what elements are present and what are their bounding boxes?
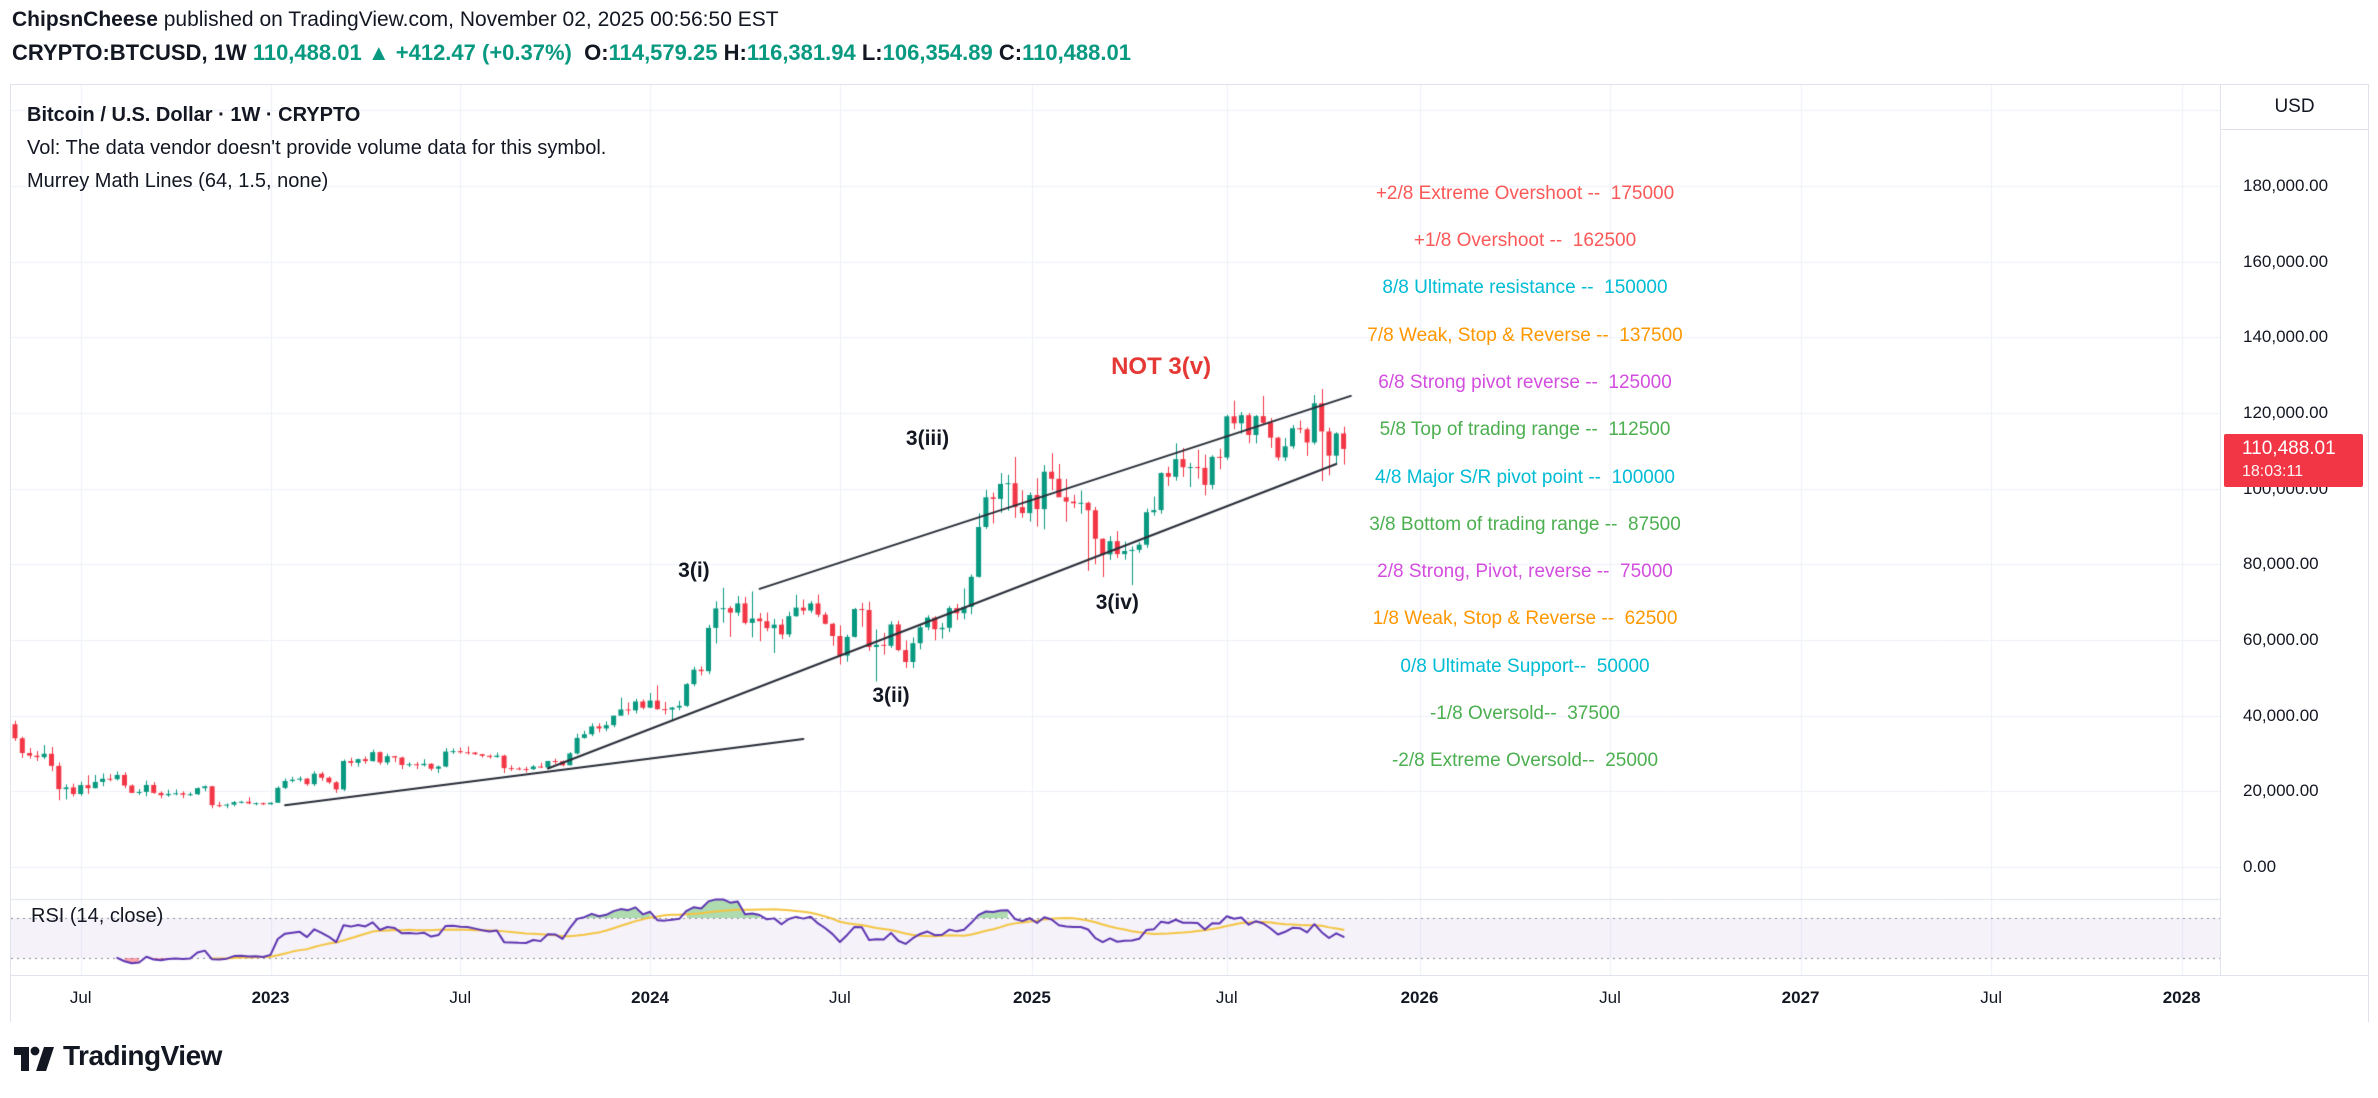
wave-annotation[interactable]: 3(iii)	[905, 427, 950, 451]
murrey-level-label: 6/8 Strong pivot reverse -- 125000	[1378, 372, 1672, 394]
time-axis-label: Jul	[449, 988, 472, 1007]
wave-annotation[interactable]: 3(ii)	[872, 683, 910, 707]
price-axis-label: 60,000.00	[2243, 629, 2319, 649]
price-chart-canvas[interactable]	[11, 85, 2220, 975]
murrey-level-label: +2/8 Extreme Overshoot -- 175000	[1375, 182, 1675, 204]
murrey-level-label: 7/8 Weak, Stop & Reverse -- 137500	[1367, 324, 1683, 346]
murrey-level-label: 0/8 Ultimate Support-- 50000	[1400, 655, 1650, 677]
time-axis-label: 2025	[1012, 988, 1051, 1007]
time-axis-label: 2028	[2162, 988, 2201, 1007]
change-arrow-icon: ▲	[367, 40, 390, 65]
murrey-level-label: 3/8 Bottom of trading range -- 87500	[1369, 513, 1681, 535]
time-axis-label: 2023	[251, 988, 290, 1007]
murrey-level-label: +1/8 Overshoot -- 162500	[1413, 230, 1637, 252]
time-axis-label: Jul	[69, 988, 92, 1007]
time-axis-label: 2027	[1781, 988, 1820, 1007]
open-value: 114,579.25	[608, 40, 718, 65]
murrey-level-label: -2/8 Extreme Oversold-- 25000	[1391, 750, 1659, 772]
legend-symbol-title[interactable]: Bitcoin / U.S. Dollar · 1W · CRYPTO	[27, 104, 361, 126]
murrey-level-label: 2/8 Strong, Pivot, reverse -- 75000	[1377, 561, 1673, 583]
tradingview-wordmark[interactable]: TradingView	[63, 1040, 222, 1071]
murrey-level-label: -1/8 Oversold-- 37500	[1429, 703, 1621, 724]
close-value: 110,488.01	[1022, 40, 1131, 65]
time-axis-label: 2026	[1400, 988, 1439, 1007]
legend-indicator-murrey[interactable]: Murrey Math Lines (64, 1.5, none)	[27, 170, 329, 192]
price-axis-label: 140,000.00	[2243, 327, 2329, 347]
price-axis-label: 120,000.00	[2243, 402, 2329, 422]
high-value: 116,381.94	[746, 40, 856, 65]
publish-info: published on TradingView.com, November 0…	[157, 8, 779, 31]
tradingview-logo-icon[interactable]	[14, 1041, 54, 1071]
price-axis-label: 40,000.00	[2243, 705, 2319, 725]
price-axis-label: 180,000.00	[2243, 175, 2329, 195]
price-axis[interactable]: USD 180,000.00 160,000.00 140,000.00 120,00…	[2220, 85, 2368, 975]
time-axis-label: Jul	[1980, 988, 2002, 1007]
symbol-name: CRYPTO:BTCUSD, 1W	[12, 40, 247, 65]
last-price: 110,488.01	[252, 40, 362, 65]
bar-countdown: 18:03:11	[2242, 462, 2304, 480]
symbol-header: CRYPTO:BTCUSD, 1W 110,488.01 ▲ +412.47 (…	[12, 40, 1131, 66]
time-axis-label: Jul	[1599, 988, 1621, 1007]
time-axis-label: Jul	[1215, 988, 1238, 1007]
open-label: O:	[584, 40, 609, 65]
murrey-level-label: 5/8 Top of trading range -- 112500	[1379, 419, 1671, 441]
price-axis-label: 160,000.00	[2243, 251, 2329, 271]
high-label: H:	[723, 40, 747, 65]
last-price-badge: 110,488.01 18:03:11	[2224, 433, 2363, 487]
low-value: 106,354.89	[882, 40, 993, 65]
chart-widget[interactable]: Bitcoin / U.S. Dollar · 1W · CRYPTO Vol:…	[10, 84, 2369, 1022]
price-change: +412.47 (+0.37%)	[395, 40, 572, 65]
footer: TradingView	[14, 1040, 222, 1072]
low-label: L:	[861, 40, 883, 65]
murrey-level-label: 4/8 Major S/R pivot point -- 100000	[1375, 466, 1675, 488]
close-label: C:	[998, 40, 1023, 65]
legend-volume-note: Vol: The data vendor doesn't provide vol…	[27, 137, 607, 159]
wave-annotation[interactable]: 3(iv)	[1095, 590, 1139, 614]
price-axis-label: 80,000.00	[2243, 554, 2319, 574]
rsi-legend[interactable]: RSI (14, close)	[31, 905, 164, 927]
time-axis-label: Jul	[829, 988, 851, 1007]
last-price-badge-value: 110,488.01	[2242, 437, 2336, 459]
murrey-level-label: 8/8 Ultimate resistance -- 150000	[1382, 277, 1668, 299]
time-axis[interactable]: Jul 2023 Jul 2024 Jul 2025 Jul 2026 Jul 2027 Jul 20…	[11, 975, 2368, 1022]
price-axis-label: 20,000.00	[2243, 781, 2319, 801]
wave-annotation[interactable]: 3(i)	[678, 559, 710, 583]
price-axis-label: 0.00	[2243, 856, 2277, 876]
author-name: ChipsnCheese	[12, 8, 158, 31]
time-axis-label: 2024	[631, 988, 670, 1007]
publish-header: ChipsnCheese published on TradingView.co…	[12, 8, 779, 32]
price-axis-currency[interactable]: USD	[2221, 85, 2368, 130]
chart-legend: Bitcoin / U.S. Dollar · 1W · CRYPTO Vol:…	[27, 99, 606, 198]
wave-annotation[interactable]: NOT 3(v)	[1111, 353, 1212, 381]
murrey-level-label: 1/8 Weak, Stop & Reverse -- 62500	[1372, 608, 1678, 630]
